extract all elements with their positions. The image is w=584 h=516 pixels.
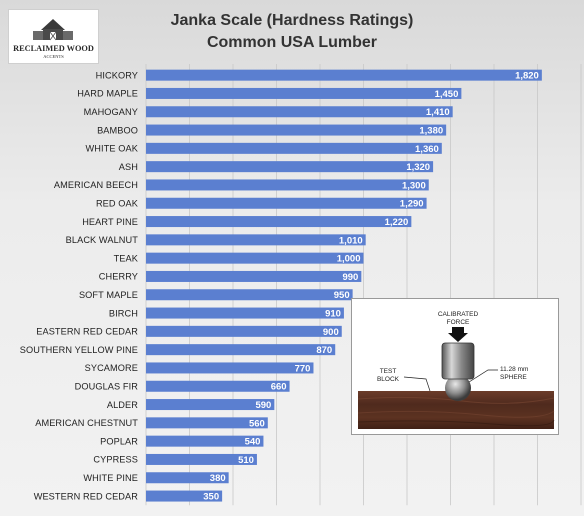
value-label: 350 [203,491,219,502]
value-label: 870 [316,345,332,356]
value-label: 770 [295,363,311,374]
value-label: 1,000 [337,254,361,265]
force-label-line2: FORCE [447,319,470,326]
value-label: 1,450 [435,89,459,100]
bar-white-oak [146,142,442,154]
down-arrow-icon [448,327,468,342]
value-label: 660 [271,382,287,393]
value-label: 910 [325,308,341,319]
category-label: SYCAMORE [85,363,138,373]
bar-soft-maple [146,289,353,301]
category-label: TEAK [114,253,139,263]
chart-bars [146,69,542,502]
value-label: 1,220 [385,217,409,228]
category-label: BLACK WALNUT [66,235,139,245]
category-label: BAMBOO [97,125,138,135]
bar-sycamore [146,362,314,374]
force-label-line1: CALIBRATED [438,311,479,318]
value-label: 900 [323,327,339,338]
bar-bamboo [146,124,447,136]
value-label: 590 [255,400,271,411]
value-label: 1,380 [419,125,443,136]
chart-title-line1: Janka Scale (Hardness Ratings) [170,12,414,29]
category-label: MAHOGANY [84,107,138,117]
category-label: ASH [119,162,138,172]
chart-value-labels: 1,820 1,450 1,410 1,380 1,360 1,320 1,300 1,290… [203,71,539,503]
category-label: CHERRY [99,272,138,282]
bar-cherry [146,270,362,282]
category-label: CYPRESS [93,455,138,465]
press-piston [441,342,475,380]
category-label: AMERICAN BEECH [54,180,138,190]
category-label: SOFT MAPLE [79,290,138,300]
value-label: 1,010 [339,235,363,246]
bar-birch [146,307,344,319]
chart-category-labels: HICKORY HARD MAPLE MAHOGANY BAMBOO WHITE OAK… [20,70,139,501]
bar-american-beech [146,179,429,191]
sphere-label-line2: SPHERE [500,374,527,381]
category-label: BIRCH [109,308,138,318]
bar-ash [146,161,434,173]
bar-american-chestnut [146,417,268,429]
category-label: POPLAR [100,436,138,446]
logo-line1: RECLAIMED WOOD [13,44,94,53]
bar-heart-pine [146,216,412,228]
value-label: 1,300 [402,180,426,191]
value-label: 990 [342,272,358,283]
steel-sphere [445,375,471,401]
category-label: EASTERN RED CEDAR [36,327,138,337]
category-label: HARD MAPLE [77,89,138,99]
value-label: 950 [334,290,350,301]
bar-douglas-fir [146,380,290,392]
bar-white-pine [146,472,229,484]
bar-southern-yellow-pine [146,344,336,356]
bar-teak [146,252,364,264]
category-label: ALDER [107,400,138,410]
category-label: SOUTHERN YELLOW PINE [20,345,138,355]
category-label: AMERICAN CHESTNUT [35,418,138,428]
category-label: RED OAK [96,198,139,208]
chart-title: Janka Scale (Hardness Ratings) Common US… [110,10,474,54]
value-label: 560 [249,418,265,429]
value-label: 1,290 [400,199,424,210]
bar-hard-maple [146,87,462,99]
value-label: 1,820 [515,71,539,82]
bar-eastern-red-cedar [146,325,342,337]
bar-black-walnut [146,234,366,246]
category-label: WESTERN RED CEDAR [34,491,139,501]
value-label: 510 [238,455,254,466]
bar-red-oak [146,197,427,209]
sphere-label-line1: 11.28 mm [500,366,528,373]
value-label: 1,410 [426,107,450,118]
bar-hickory [146,69,542,81]
category-label: DOUGLAS FIR [75,381,139,391]
value-label: 380 [210,473,226,484]
block-label-line1: TEST [380,368,397,375]
barn-icon [33,19,73,41]
block-label-line2: BLOCK [377,376,400,383]
value-label: 540 [245,437,261,448]
bar-alder [146,399,275,411]
category-label: WHITE PINE [83,473,138,483]
bar-cypress [146,453,257,465]
bar-poplar [146,435,264,447]
category-label: HEART PINE [82,217,138,227]
bar-mahogany [146,106,453,118]
category-label: HICKORY [96,70,138,80]
bar-western-red-cedar [146,490,223,502]
value-label: 1,360 [415,144,439,155]
chart-gridlines [145,64,582,506]
category-label: WHITE OAK [86,144,139,154]
chart-title-line2: Common USA Lumber [206,34,378,51]
logo-line2: ACCENTS [43,54,64,59]
logo: RECLAIMED WOOD ACCENTS [8,9,99,64]
janka-test-diagram: CALIBRATED FORCE TEST BLOCK 11.28 mm SPH… [351,298,559,435]
value-label: 1,320 [406,162,430,173]
